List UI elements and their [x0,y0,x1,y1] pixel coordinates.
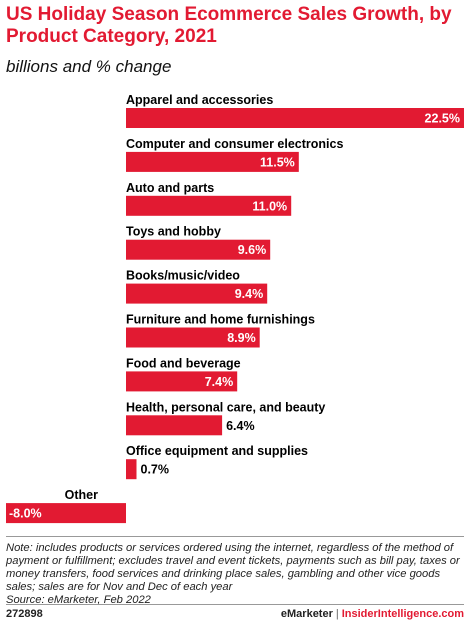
bar [126,151,299,172]
category-label: Computer and consumer electronics [126,137,343,151]
bar [6,503,126,524]
value-label: 0.7% [141,463,170,477]
chart-id: 272898 [6,608,43,620]
bar [126,195,292,216]
bar-chart: Apparel and accessories 22.5% Computer and… [6,93,464,524]
footer-brand: eMarketer | InsiderIntelligence.com [281,608,464,620]
category-label: Food and beverage [126,356,241,370]
value-label: 11.0% [252,199,287,213]
category-label: Health, personal care, and beauty [126,400,325,414]
source-text: Source: eMarketer, Feb 2022 [6,594,151,606]
value-label: 9.4% [235,287,264,301]
value-label: 22.5% [425,112,460,126]
value-label: 6.4% [226,419,255,433]
bar [126,371,238,392]
category-label: Other [65,488,98,502]
note-text: Note: includes products or services orde… [6,542,460,593]
brand-insider-intelligence: InsiderIntelligence.com [341,608,464,620]
bar [126,283,268,304]
value-label: -8.0% [9,507,42,521]
footer-divider-bottom [6,604,464,605]
value-label: 8.9% [227,331,256,345]
chart-subtitle: billions and % change [6,57,172,76]
brand-emarketer: eMarketer [280,608,333,620]
chart-note: Note: includes products or services orde… [6,542,464,607]
category-label: Books/music/video [126,269,240,283]
category-label: Furniture and home furnishings [126,313,315,327]
category-label: Apparel and accessories [126,93,273,107]
bar [126,415,223,436]
bar [126,459,137,480]
value-label: 7.4% [205,375,234,389]
value-label: 9.6% [238,243,267,257]
category-label: Toys and hobby [126,225,221,239]
footer-divider [6,536,464,537]
category-label: Auto and parts [126,181,214,195]
bar [126,239,271,260]
chart-title: US Holiday Season Ecommerce Sales Growth… [6,4,452,47]
bar [126,327,260,348]
brand-separator: | [335,608,339,620]
bar [126,108,464,128]
category-label: Office equipment and supplies [126,444,308,458]
value-label: 11.5% [260,155,295,169]
